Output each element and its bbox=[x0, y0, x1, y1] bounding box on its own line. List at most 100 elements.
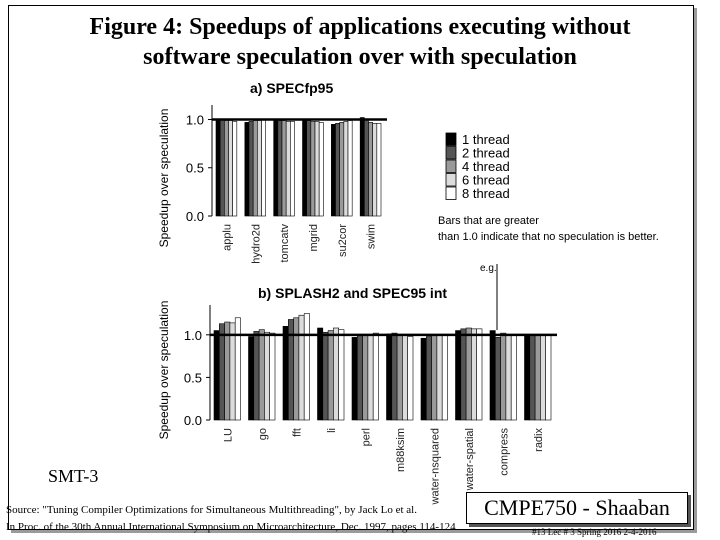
bar-waternsquared-s3 bbox=[431, 334, 438, 421]
bar-swim-s1 bbox=[359, 117, 365, 217]
bar-li-s3 bbox=[327, 330, 334, 421]
bar-mgrid-s4 bbox=[314, 121, 320, 217]
bar-radix-s3 bbox=[534, 334, 541, 421]
x-tick-label: fft bbox=[291, 428, 303, 437]
y-tick-label: 0.0 bbox=[186, 209, 204, 224]
bar-fft-s3 bbox=[293, 317, 300, 421]
chart-a-ylabel: Speedup over speculation bbox=[157, 109, 171, 248]
bar-hydro2d-s1 bbox=[244, 122, 250, 217]
bar-fft-s5 bbox=[303, 313, 310, 421]
chart-a: a) SPECfp95 Speedup over speculation 0.0… bbox=[157, 80, 510, 264]
chart-a-title: a) SPECfp95 bbox=[250, 80, 333, 96]
bar-waternsquared-s4 bbox=[436, 334, 443, 421]
bar-lu-s1 bbox=[213, 330, 220, 421]
x-tick-label: swim bbox=[366, 224, 378, 249]
y-tick-label: 0.5 bbox=[184, 370, 202, 385]
chart-b-ylabel: Speedup over speculation bbox=[157, 301, 171, 440]
chart-b-bars bbox=[210, 313, 557, 421]
bar-tomcatv-s4 bbox=[285, 121, 291, 217]
chart-b: b) SPLASH2 and SPEC95 int Speedup over s… bbox=[157, 285, 557, 505]
x-tick-label: mgrid bbox=[308, 224, 320, 252]
legend-swatch bbox=[445, 159, 457, 173]
legend-swatch bbox=[445, 186, 457, 200]
bar-su2cor-s5 bbox=[347, 120, 353, 217]
legend-label: 4 thread bbox=[462, 159, 510, 174]
bar-go-s3 bbox=[258, 329, 265, 421]
y-tick-label: 1.0 bbox=[186, 112, 204, 127]
bar-lu-s4 bbox=[229, 322, 236, 421]
legend-label: 2 thread bbox=[462, 146, 510, 161]
bar-radix-s4 bbox=[540, 334, 547, 421]
bar-perl-s4 bbox=[367, 334, 374, 421]
y-tick-label: 1.0 bbox=[184, 328, 202, 343]
x-tick-label: su2cor bbox=[337, 224, 349, 257]
x-tick-label: LU bbox=[222, 428, 234, 442]
bar-m88ksim-s2 bbox=[391, 332, 398, 421]
bar-perl-s2 bbox=[356, 335, 363, 421]
bar-tomcatv-s1 bbox=[273, 119, 279, 217]
bar-m88ksim-s3 bbox=[396, 334, 403, 421]
bar-applu-s3 bbox=[224, 120, 229, 217]
x-tick-label: applu bbox=[221, 224, 233, 251]
x-tick-label: li bbox=[326, 428, 338, 433]
bar-fft-s4 bbox=[298, 314, 305, 421]
x-tick-label: tomcatv bbox=[279, 224, 291, 263]
bar-m88ksim-s5 bbox=[407, 336, 414, 421]
bar-lu-s2 bbox=[219, 323, 225, 421]
chart-b-x-labels: LU go fft li perl m88ksim water-nsquared water-… bbox=[222, 428, 545, 506]
bar-su2cor-s1 bbox=[331, 124, 336, 217]
legend-label: 8 thread bbox=[462, 186, 510, 201]
bar-waterspatial-s5 bbox=[476, 328, 483, 421]
bar-mgrid-s2 bbox=[306, 120, 312, 217]
x-tick-label: water-nsquared bbox=[429, 428, 441, 505]
bar-go-s4 bbox=[264, 331, 270, 421]
bar-perl-s3 bbox=[362, 334, 369, 421]
bar-radix-s5 bbox=[545, 334, 552, 421]
bar-applu-s1 bbox=[215, 119, 221, 217]
bar-li-s2 bbox=[322, 331, 329, 421]
title-line-2: software speculation over with speculati… bbox=[143, 44, 577, 70]
bar-su2cor-s2 bbox=[335, 123, 340, 217]
legend-swatch bbox=[445, 132, 457, 146]
bar-hydro2d-s4 bbox=[257, 120, 262, 217]
bar-waternsquared-s1 bbox=[420, 337, 427, 421]
bar-go-s5 bbox=[269, 332, 276, 421]
bar-compress-s3 bbox=[500, 332, 507, 421]
bar-swim-s4 bbox=[372, 123, 378, 217]
y-tick-label: 0.5 bbox=[186, 161, 204, 176]
slide-frame bbox=[8, 5, 694, 530]
bar-applu-s5 bbox=[232, 121, 238, 217]
x-tick-label: go bbox=[257, 428, 269, 440]
bar-hydro2d-s3 bbox=[252, 120, 258, 217]
bar-m88ksim-s1 bbox=[386, 333, 393, 421]
bar-lu-s3 bbox=[224, 321, 231, 421]
bar-compress-s1 bbox=[489, 330, 496, 421]
x-tick-label: compress bbox=[498, 428, 510, 476]
bar-applu-s4 bbox=[228, 120, 233, 217]
annotation-line-2: than 1.0 indicate that no speculation is… bbox=[438, 231, 659, 243]
bar-tomcatv-s2 bbox=[277, 120, 283, 217]
slide-title: Figure 4: Speedups of applications execu… bbox=[40, 12, 680, 72]
bar-mgrid-s5 bbox=[318, 122, 324, 217]
title-line-1: Figure 4: Speedups of applications execu… bbox=[89, 14, 631, 40]
bar-m88ksim-s4 bbox=[402, 334, 408, 421]
bar-go-s1 bbox=[248, 336, 255, 421]
bar-tomcatv-s5 bbox=[290, 121, 295, 217]
x-tick-label: perl bbox=[360, 428, 372, 446]
bar-swim-s2 bbox=[364, 119, 369, 217]
bar-hydro2d-s5 bbox=[261, 119, 266, 217]
bar-su2cor-s3 bbox=[339, 122, 345, 217]
bar-swim-s5 bbox=[376, 123, 382, 217]
bar-mgrid-s3 bbox=[310, 121, 316, 217]
x-tick-label: m88ksim bbox=[395, 428, 407, 472]
bar-hydro2d-s2 bbox=[248, 121, 254, 217]
bar-waternsquared-s2 bbox=[425, 336, 432, 421]
course-badge: CMPE750 - Shaaban bbox=[466, 492, 688, 524]
bar-swim-s3 bbox=[368, 122, 373, 217]
bar-li-s5 bbox=[338, 329, 345, 421]
bar-radix-s2 bbox=[529, 334, 536, 421]
bar-waternsquared-s5 bbox=[441, 334, 448, 421]
slide-footer: #13 Lec # 3 Spring 2016 2-4-2016 bbox=[532, 527, 657, 537]
bar-tomcatv-s3 bbox=[281, 120, 287, 217]
chart-b-title: b) SPLASH2 and SPEC95 int bbox=[258, 285, 447, 301]
